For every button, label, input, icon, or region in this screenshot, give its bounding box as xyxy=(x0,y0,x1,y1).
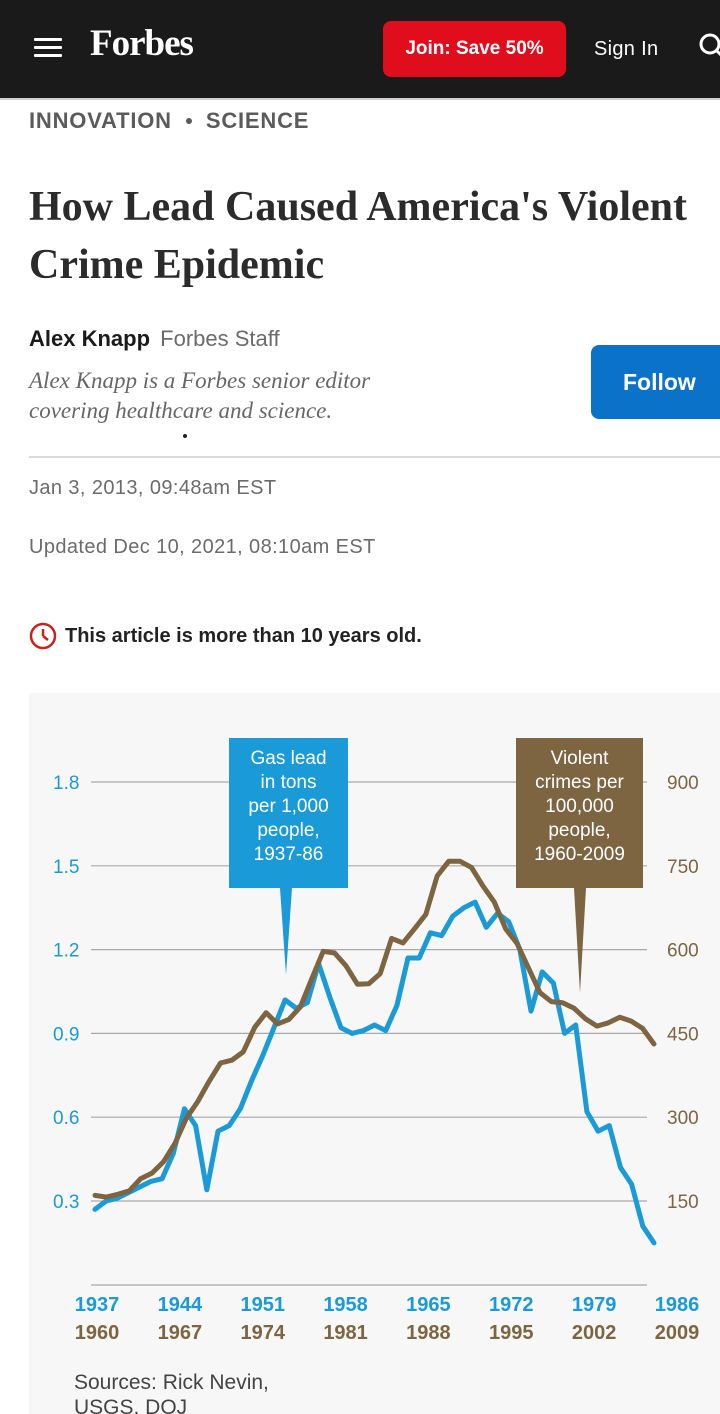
violent-crime-callout-text: 100,000 xyxy=(545,796,614,817)
x-tick-label-crime: 1995 xyxy=(489,1322,534,1344)
breadcrumb-separator xyxy=(185,118,192,124)
byline-divider xyxy=(29,456,720,458)
article-title-line-1: How Lead Caused America's Violent xyxy=(29,184,687,230)
right-axis-tick-label: 300 xyxy=(667,1108,699,1129)
right-axis-tick-label: 750 xyxy=(667,857,699,878)
breadcrumb-subsection[interactable]: SCIENCE xyxy=(205,108,310,133)
publish-date: Jan 3, 2013, 09:48am EST xyxy=(29,477,277,499)
x-tick-label-lead: 1979 xyxy=(572,1294,617,1316)
bullet-dot xyxy=(183,434,187,438)
article-title-line-2: Crime Epidemic xyxy=(29,242,325,288)
left-axis-tick-label: 0.3 xyxy=(53,1192,79,1213)
x-tick-label-lead: 1972 xyxy=(489,1294,534,1316)
lead-crime-chart: 1.8 900 1.5 750 1.2 600 0.9 450 0.6 300 0.3 150 1937… xyxy=(29,693,720,1414)
header-divider xyxy=(0,98,720,100)
author-name[interactable]: Alex Knapp xyxy=(29,326,151,351)
gas-lead-callout-text: per 1,000 xyxy=(248,796,328,817)
author-bio-line-1: Alex Knapp is a Forbes senior editor xyxy=(29,368,371,393)
breadcrumb: INNOVATION SCIENCE xyxy=(29,108,309,134)
violent-crime-callout-text: 1960-2009 xyxy=(534,844,625,865)
follow-button[interactable]: Follow xyxy=(591,345,720,419)
top-nav-bar: Forbes Join: Save 50% Sign In xyxy=(0,0,720,98)
gas-lead-callout-text: Gas lead xyxy=(250,748,326,769)
article-age-notice: This article is more than 10 years old. xyxy=(29,622,422,650)
x-tick-label-crime: 1967 xyxy=(158,1322,203,1344)
clock-icon xyxy=(29,622,57,650)
right-axis-tick-label: 600 xyxy=(667,941,699,962)
x-tick-label-crime: 2002 xyxy=(572,1322,617,1344)
violent-crime-callout-box xyxy=(516,738,643,888)
x-tick-label-crime: 2009 xyxy=(655,1322,700,1344)
age-notice-text: This article is more than 10 years old. xyxy=(65,624,422,647)
chart-source-line-1: Sources: Rick Nevin, xyxy=(74,1371,269,1394)
violent-crime-callout-pointer xyxy=(574,888,586,993)
x-tick-label-lead: 1944 xyxy=(158,1294,203,1316)
x-tick-label-crime: 1981 xyxy=(323,1322,368,1344)
left-axis-tick-label: 1.5 xyxy=(53,857,79,878)
gas-lead-callout-text: people, xyxy=(257,820,319,841)
right-axis-tick-label: 450 xyxy=(667,1024,699,1045)
left-axis-tick-label: 0.6 xyxy=(53,1108,79,1129)
gas-lead-callout-text: in tons xyxy=(261,772,317,793)
x-tick-label-crime: 1974 xyxy=(240,1322,285,1344)
violent-crime-series-line xyxy=(92,858,657,1200)
x-tick-label-crime: 1988 xyxy=(406,1322,451,1344)
author-bio-line-2: covering healthcare and science. xyxy=(29,398,333,423)
right-axis-tick-label: 150 xyxy=(667,1192,699,1213)
article-title: How Lead Caused America's Violent Crime … xyxy=(29,178,720,294)
hamburger-menu-icon[interactable] xyxy=(34,38,64,60)
left-axis-tick-label: 0.9 xyxy=(53,1024,79,1045)
author-byline: Alex Knapp Forbes Staff xyxy=(29,326,280,352)
violent-crime-callout-text: crimes per xyxy=(535,772,624,793)
join-button[interactable]: Join: Save 50% xyxy=(383,21,566,77)
left-axis-tick-label: 1.2 xyxy=(53,941,79,962)
author-bio: Alex Knapp is a Forbes senior editor cov… xyxy=(29,366,509,426)
gas-lead-callout-pointer xyxy=(280,888,292,975)
x-tick-label-lead: 1986 xyxy=(655,1294,700,1316)
x-tick-label-lead: 1951 xyxy=(240,1294,285,1316)
x-tick-label-lead: 1937 xyxy=(75,1294,120,1316)
left-axis-tick-label: 1.8 xyxy=(53,773,79,794)
x-tick-label-lead: 1958 xyxy=(323,1294,368,1316)
violent-crime-callout-text: Violent xyxy=(551,748,609,769)
violent-crime-callout-text: people, xyxy=(548,820,610,841)
right-axis-tick-label: 900 xyxy=(667,773,699,794)
x-tick-label-crime: 1960 xyxy=(75,1322,120,1344)
x-tick-label-lead: 1965 xyxy=(406,1294,451,1316)
gas-lead-callout-text: 1937-86 xyxy=(254,844,324,865)
updated-date: Updated Dec 10, 2021, 08:10am EST xyxy=(29,536,376,558)
gas-lead-callout-box xyxy=(229,738,348,888)
chart-svg: 1.8 900 1.5 750 1.2 600 0.9 450 0.6 300 0.3 150 1937… xyxy=(53,738,700,1414)
author-role: Forbes Staff xyxy=(160,326,280,351)
forbes-logo[interactable]: Forbes xyxy=(90,23,194,64)
chart-source-line-2: USGS, DOJ xyxy=(74,1396,187,1414)
gas-lead-series-line xyxy=(92,899,657,1246)
sign-in-link[interactable]: Sign In xyxy=(594,38,659,60)
search-icon[interactable] xyxy=(698,32,720,62)
breadcrumb-section[interactable]: INNOVATION xyxy=(29,108,172,133)
